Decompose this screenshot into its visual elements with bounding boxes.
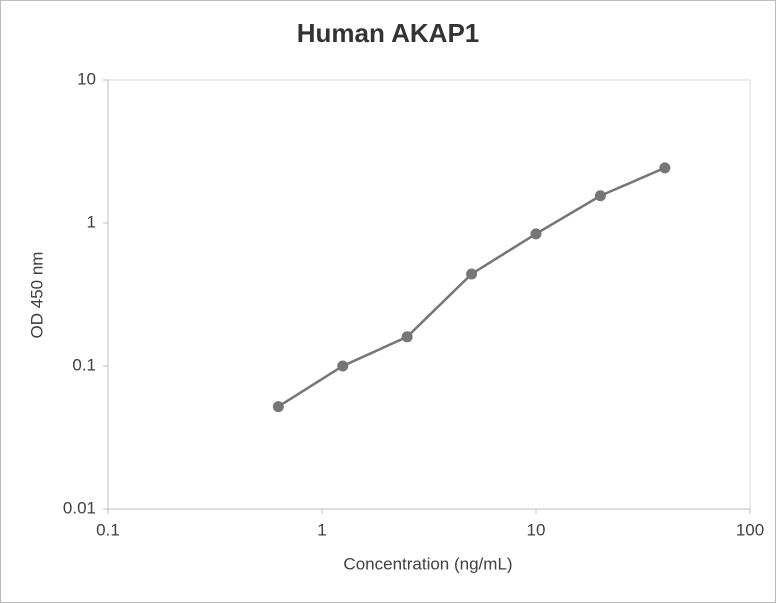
x-tick-label: 100 — [736, 520, 764, 539]
y-tick-label: 1 — [87, 212, 96, 231]
x-axis-label: Concentration (ng/mL) — [343, 554, 512, 573]
data-point — [594, 190, 606, 202]
y-tick-label: 0.1 — [72, 355, 96, 374]
y-tick-label: 10 — [77, 69, 96, 88]
chart-title: Human AKAP1 — [297, 18, 480, 48]
data-point — [659, 162, 671, 174]
data-point — [401, 331, 413, 343]
data-point — [337, 360, 349, 372]
data-point — [530, 228, 542, 240]
data-point — [466, 268, 478, 280]
data-point — [272, 401, 284, 413]
y-tick-label: 0.01 — [63, 498, 96, 517]
x-tick-label: 1 — [317, 520, 326, 539]
y-axis-label: OD 450 nm — [27, 252, 46, 339]
x-tick-label: 10 — [527, 520, 546, 539]
x-tick-label: 0.1 — [96, 520, 120, 539]
